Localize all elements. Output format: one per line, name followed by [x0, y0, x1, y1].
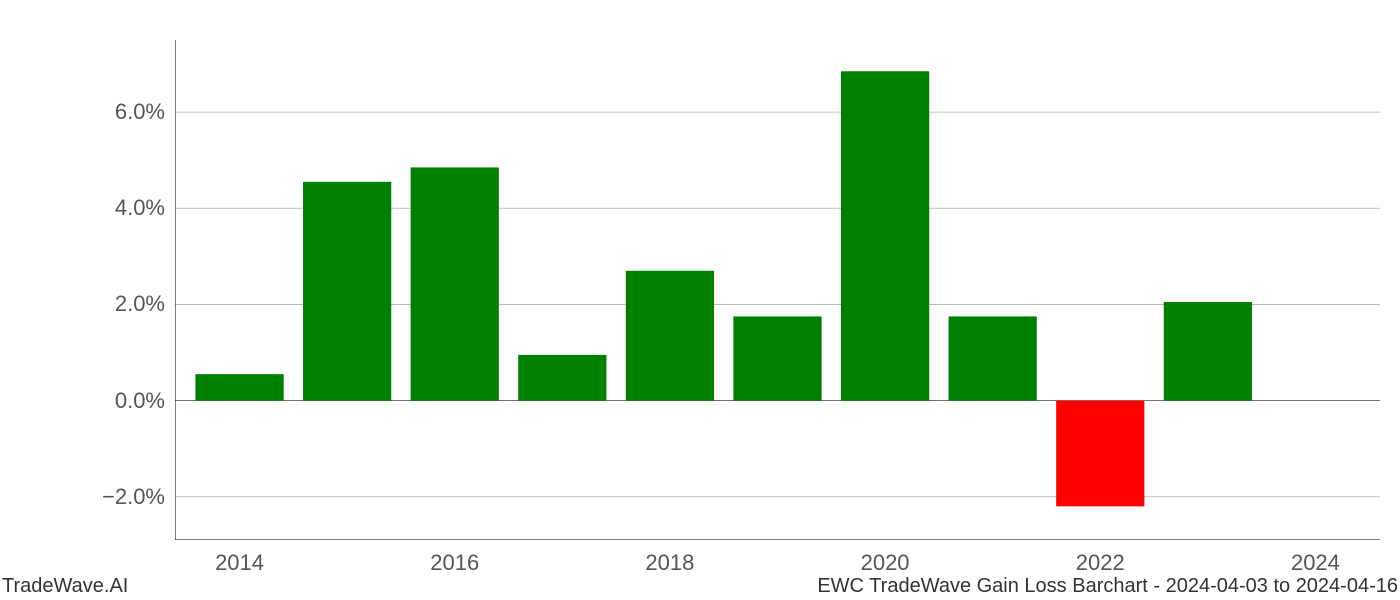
bar: [1164, 302, 1252, 401]
chart-plot-area: [175, 40, 1380, 540]
y-tick-label: 2.0%: [115, 291, 165, 317]
y-tick-label: 4.0%: [115, 195, 165, 221]
x-tick-label: 2016: [430, 550, 479, 576]
bar: [626, 271, 714, 401]
bar: [949, 316, 1037, 400]
bar: [518, 355, 606, 401]
x-tick-label: 2018: [645, 550, 694, 576]
x-tick-label: 2014: [215, 550, 264, 576]
bar: [841, 71, 929, 400]
bar: [303, 182, 391, 401]
bars-group: [195, 71, 1252, 506]
bar: [1056, 401, 1144, 507]
y-tick-label: 6.0%: [115, 99, 165, 125]
x-tick-label: 2024: [1291, 550, 1340, 576]
x-tick-label: 2022: [1076, 550, 1125, 576]
x-tick-label: 2020: [861, 550, 910, 576]
footer-left-text: TradeWave.AI: [2, 575, 128, 598]
bar: [195, 374, 283, 400]
y-tick-label: −2.0%: [102, 484, 165, 510]
bar: [733, 316, 821, 400]
bar: [411, 167, 499, 400]
chart-svg: [175, 40, 1380, 540]
y-tick-label: 0.0%: [115, 388, 165, 414]
footer-right-text: EWC TradeWave Gain Loss Barchart - 2024-…: [817, 575, 1398, 598]
